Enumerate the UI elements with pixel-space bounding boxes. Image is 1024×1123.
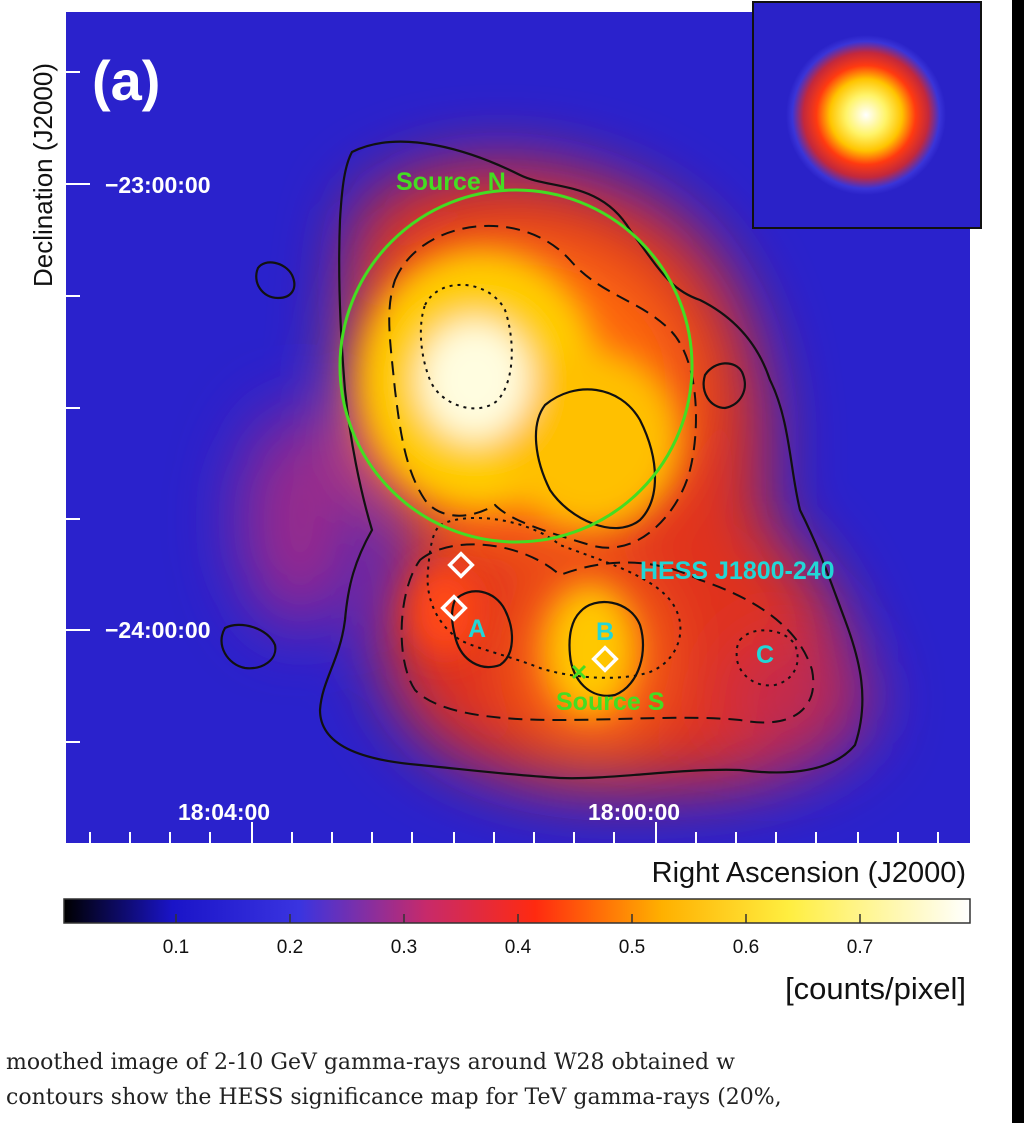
cbar-tick-0.7: 0.7 [847, 937, 873, 958]
cbar-tick-0.1: 0.1 [163, 937, 189, 958]
hess-label: HESS J1800-240 [640, 557, 835, 585]
diamond-markers [440, 551, 619, 673]
source-b-label: B [596, 618, 614, 646]
ra-label-1800: 18:00:00 [588, 799, 680, 825]
right-edge-bar [1012, 0, 1024, 1123]
colorbar: 0.1 0.2 0.3 0.4 0.5 0.6 0.7 [counts/pixe… [63, 898, 971, 1006]
y-axis-title: Declination (J2000) [28, 63, 58, 287]
frame-ticks [66, 71, 939, 843]
hess-contours [220, 140, 864, 780]
panel-label: (a) [92, 49, 160, 112]
hess-contours-dotted [419, 283, 799, 687]
cbar-tick-0.5: 0.5 [619, 937, 645, 958]
x-axis-title: Right Ascension (J2000) [652, 857, 966, 889]
source-c-label: C [756, 641, 774, 669]
dec-label-23: −23:00:00 [105, 172, 211, 198]
cbar-tick-0.6: 0.6 [733, 937, 759, 958]
hess-contours-dashed [388, 224, 815, 724]
source-s-cross [571, 664, 587, 680]
cbar-tick-0.3: 0.3 [391, 937, 417, 958]
dec-label-24: −24:00:00 [105, 617, 211, 643]
source-n-circle [338, 188, 694, 544]
cbar-tick-0.4: 0.4 [505, 937, 532, 958]
source-a-label: A [468, 615, 486, 643]
source-s-label: Source S [556, 688, 664, 716]
colorbar-unit: [counts/pixel] [785, 971, 966, 1006]
caption-line-2: contours show the HESS significance map … [6, 1085, 782, 1110]
ra-label-1804: 18:04:00 [178, 799, 270, 825]
cbar-tick-0.2: 0.2 [277, 937, 303, 958]
source-n-label: Source N [396, 168, 506, 196]
psf-inset [752, 1, 982, 229]
caption-line-1: moothed image of 2-10 GeV gamma-rays aro… [6, 1050, 735, 1075]
